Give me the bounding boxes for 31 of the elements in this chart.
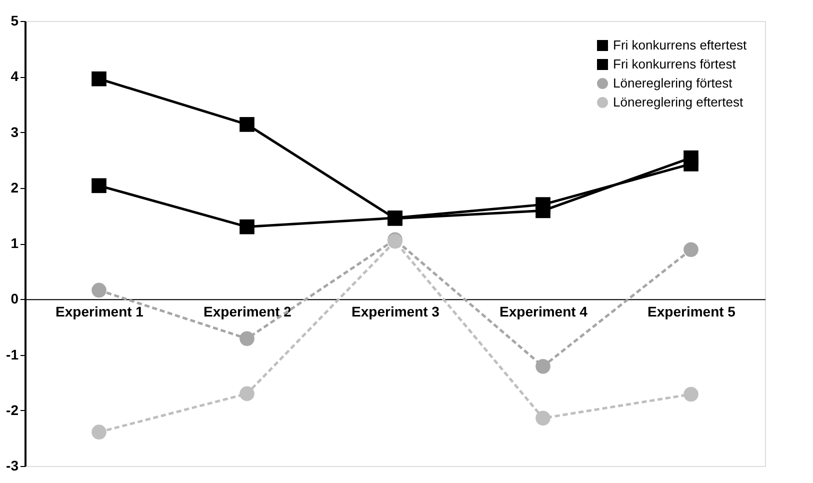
legend-label: Fri konkurrens förtest	[613, 56, 736, 72]
point	[536, 197, 550, 212]
x-tick-label: Experiment 5	[648, 304, 736, 320]
y-tick-label: 2	[10, 179, 19, 196]
x-tick-label: Experiment 3	[352, 304, 440, 320]
point	[240, 386, 254, 402]
point	[536, 410, 550, 426]
point	[240, 331, 254, 346]
legend-label: Lönereglering eftertest	[613, 94, 744, 110]
y-tick-label: 5	[10, 12, 19, 28]
y-tick-label: 4	[10, 68, 19, 84]
point	[240, 117, 254, 132]
x-tick-label: Experiment 4	[500, 304, 588, 320]
point	[684, 386, 698, 402]
point	[92, 178, 106, 194]
legend-label: Lönereglering förtest	[613, 76, 733, 90]
point	[92, 71, 106, 86]
y-tick-label: 3	[10, 124, 19, 140]
y-tick-label: -1	[6, 346, 19, 362]
point	[240, 219, 254, 234]
y-tick-label: 0	[10, 290, 19, 307]
point	[684, 156, 698, 172]
legend-label: Fri konkurrens eftertest	[613, 38, 748, 52]
y-tick-label: -3	[6, 458, 19, 474]
point	[684, 242, 698, 258]
point	[92, 282, 106, 298]
x-tick-label: Experiment 1	[56, 304, 144, 320]
point	[536, 359, 550, 374]
point	[92, 424, 106, 440]
y-tick-label: -2	[6, 402, 19, 418]
y-tick-label: 1	[10, 235, 19, 251]
